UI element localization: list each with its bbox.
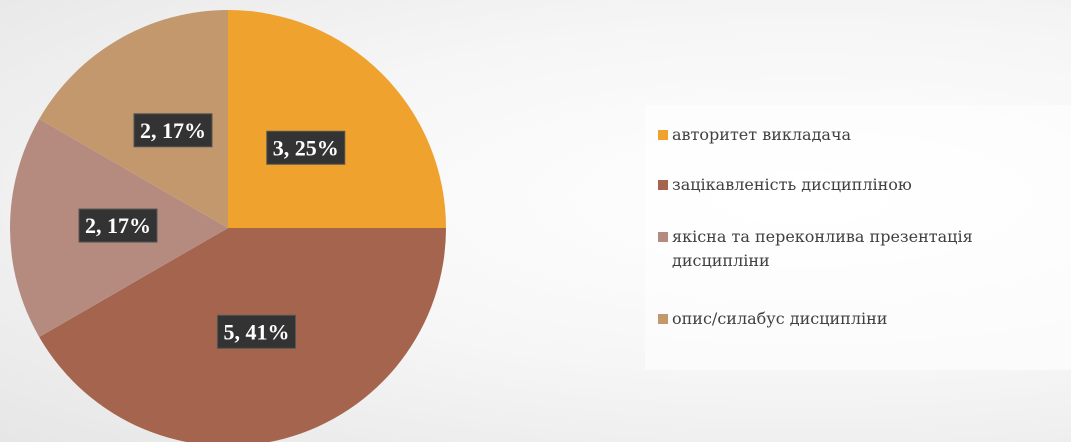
- chart: 3, 25% 5, 41% 2, 17% 2, 17%: [9, 10, 446, 442]
- data-label-box: [78, 208, 158, 243]
- data-label-box: [216, 314, 296, 349]
- legend-swatch: [658, 130, 668, 140]
- data-label: 2, 17%: [85, 213, 151, 238]
- legend-swatch: [658, 180, 668, 190]
- data-label-box: [133, 113, 213, 148]
- legend-swatch: [658, 314, 668, 324]
- data-label: 5, 41%: [223, 319, 289, 344]
- data-label: 2, 17%: [140, 118, 206, 143]
- legend-label: якісна та переконлива презентація дисцип…: [672, 227, 973, 270]
- legend-label: опис/силабус дисципліни: [672, 309, 888, 328]
- pie-slice: [228, 10, 446, 228]
- data-label-box: [266, 130, 346, 165]
- legend-item: опис/силабус дисципліни: [658, 307, 1071, 331]
- legend-item: якісна та переконлива презентація дисцип…: [658, 225, 1071, 273]
- legend-swatch: [658, 232, 668, 242]
- legend-label: авторитет викладача: [672, 125, 852, 144]
- legend-item: авторитет викладача: [658, 123, 1071, 147]
- legend-label: зацікавленість дисципліною: [672, 175, 912, 194]
- legend-item: зацікавленість дисципліною: [658, 173, 1071, 197]
- legend: авторитет викладача зацікавленість дисцип…: [645, 105, 1071, 370]
- data-label: 3, 25%: [273, 135, 339, 160]
